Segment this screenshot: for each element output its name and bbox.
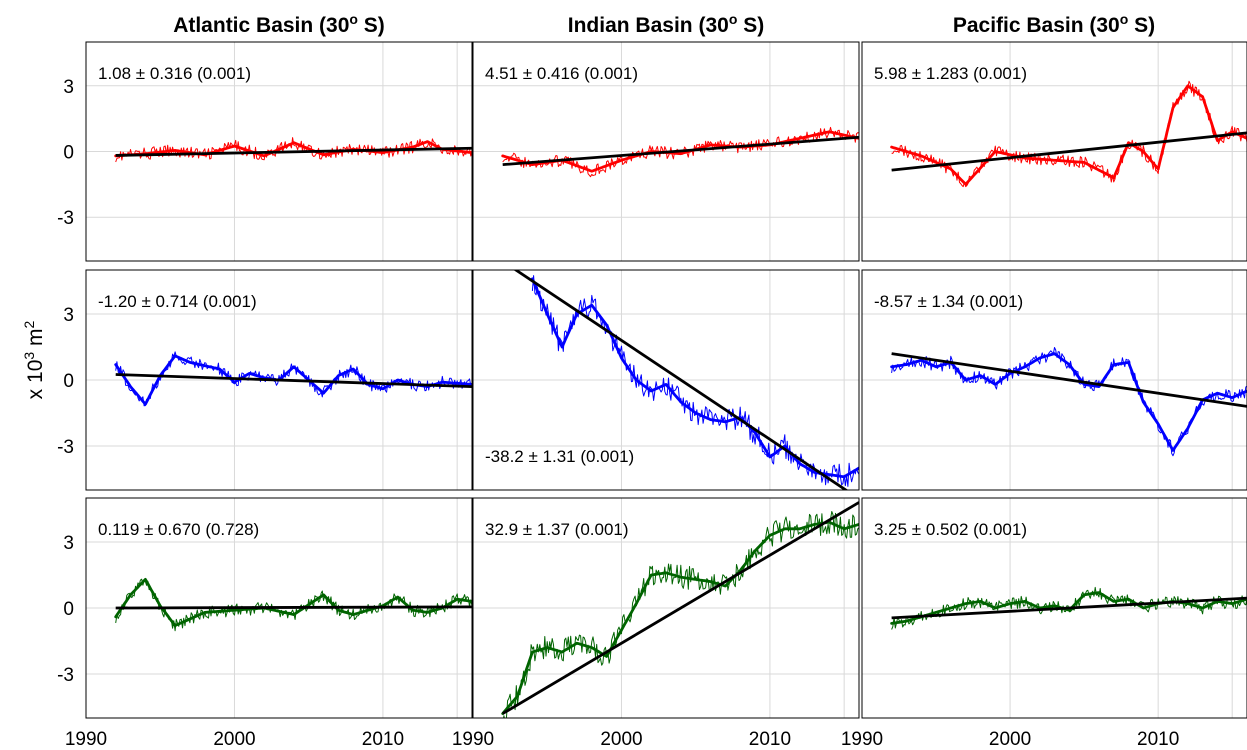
x-tick-label: 2010 — [362, 729, 404, 750]
panel-frame — [85, 41, 473, 262]
y-tick-label: -3 — [57, 665, 74, 686]
y-tick-label: 0 — [63, 599, 74, 620]
series-smoothed-line — [890, 591, 1247, 625]
x-tick-label: 2010 — [749, 729, 791, 750]
panel-bottom-pacific: 3.25 ± 0.502 (0.001) — [861, 497, 1247, 719]
panel-frame — [861, 269, 1247, 491]
y-tick-label: -3 — [57, 437, 74, 458]
panel-frame — [472, 41, 860, 262]
x-tick-label: 1990 — [65, 729, 107, 750]
y-tick-label: 3 — [63, 77, 74, 98]
trend-line — [115, 373, 472, 388]
series-monthly-line — [891, 347, 1247, 457]
trend-annotation: 4.51 ± 0.416 (0.001) — [485, 64, 638, 83]
series-group — [114, 137, 472, 163]
series-group — [890, 347, 1247, 457]
panel-frame — [472, 497, 860, 719]
series-group — [114, 578, 472, 632]
panel-bottom-indian: 32.9 ± 1.37 (0.001) — [472, 497, 860, 719]
trend-line — [501, 501, 859, 715]
panel-middle-atlantic: -1.20 ± 0.714 (0.001) -3 0 3 — [57, 269, 473, 491]
trend-line — [891, 131, 1247, 172]
x-tick-label: 2000 — [600, 729, 642, 750]
trend-annotation: -1.20 ± 0.714 (0.001) — [98, 292, 257, 311]
y-tick-label: 3 — [63, 533, 74, 554]
y-tick-label: 0 — [63, 143, 74, 164]
series-monthly-line — [891, 586, 1247, 630]
panel-top-indian: 4.51 ± 0.416 (0.001) — [472, 41, 860, 262]
column-title-indian: Indian Basin (30o S) — [568, 11, 764, 37]
trend-annotation: 32.9 ± 1.37 (0.001) — [485, 520, 629, 539]
series-monthly-line — [891, 80, 1247, 188]
trend-line — [513, 270, 849, 490]
panel-frame — [85, 269, 473, 491]
trend-line — [891, 596, 1247, 620]
trend-line — [502, 135, 859, 167]
series-smoothed-line — [114, 578, 472, 627]
column-title-atlantic: Atlantic Basin (30o S) — [173, 11, 385, 37]
series-monthly-line — [115, 351, 472, 407]
trend-line — [115, 146, 472, 157]
series-monthly-line — [115, 578, 472, 632]
x-tick-label: 1990 — [452, 729, 494, 750]
series-group — [114, 351, 472, 407]
column-titles: Atlantic Basin (30o S) Indian Basin (30o… — [173, 11, 1155, 37]
panel-bottom-atlantic: 0.119 ± 0.670 (0.728) -3 0 3 — [57, 497, 473, 719]
y-tick-label: 3 — [63, 305, 74, 326]
panel-frame — [861, 41, 1247, 262]
panel-middle-indian: -38.2 ± 1.31 (0.001) — [472, 269, 860, 491]
y-tick-label: -3 — [57, 208, 74, 229]
trend-line — [891, 352, 1247, 408]
column-title-pacific: Pacific Basin (30o S) — [953, 11, 1155, 37]
panels: 1.08 ± 0.316 (0.001) -3 0 3 4.51 ± 0.416 (0.… — [57, 41, 1247, 719]
panel-top-atlantic: 1.08 ± 0.316 (0.001) -3 0 3 — [57, 41, 473, 262]
x-tick-label: 2000 — [989, 729, 1031, 750]
trend-annotation: 1.08 ± 0.316 (0.001) — [98, 64, 251, 83]
panel-middle-pacific: -8.57 ± 1.34 (0.001) — [861, 269, 1247, 491]
series-smoothed-line — [531, 277, 859, 479]
panel-frame — [861, 497, 1247, 719]
panel-frame — [85, 497, 473, 719]
x-tick-label: 2010 — [1137, 729, 1179, 750]
series-group — [890, 80, 1247, 188]
x-tick-label: 1990 — [841, 729, 883, 750]
trend-annotation: 0.119 ± 0.670 (0.728) — [98, 520, 259, 539]
trend-annotation: -38.2 ± 1.31 (0.001) — [485, 447, 634, 466]
y-tick-label: 0 — [63, 371, 74, 392]
x-tick-label: 2000 — [213, 729, 255, 750]
series-group — [501, 501, 859, 718]
series-monthly-line — [503, 511, 859, 718]
trend-line — [115, 605, 472, 610]
trend-annotation: -8.57 ± 1.34 (0.001) — [874, 292, 1023, 311]
series-group — [890, 586, 1247, 630]
trend-annotation: 5.98 ± 1.283 (0.001) — [874, 64, 1027, 83]
panel-frame — [472, 269, 860, 491]
series-smoothed-line — [114, 140, 472, 158]
trend-annotation: 3.25 ± 0.502 (0.001) — [874, 520, 1027, 539]
series-smoothed-line — [890, 84, 1247, 186]
panel-top-pacific: 5.98 ± 1.283 (0.001) — [861, 41, 1247, 262]
series-smoothed-line — [501, 520, 859, 715]
series-group — [513, 270, 859, 490]
x-tick-labels: 1990 2000 2010 1990 2000 2010 1990 2000 2010 — [65, 729, 1179, 750]
series-group — [501, 126, 859, 178]
y-axis-label: x 103 m2 — [21, 320, 47, 399]
